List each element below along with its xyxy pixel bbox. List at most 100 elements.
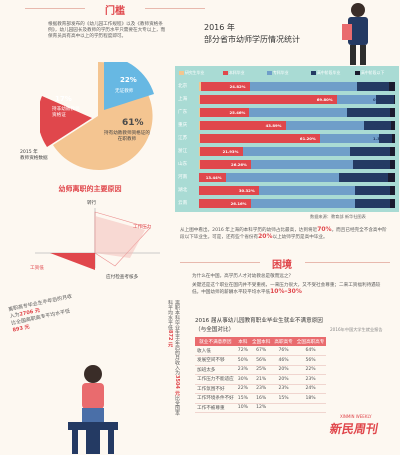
legend-swatch bbox=[179, 71, 184, 75]
bar-segment bbox=[199, 108, 250, 117]
bar-segment bbox=[319, 134, 379, 143]
table-header-cell: 全国本科 bbox=[249, 337, 273, 346]
legend-swatch bbox=[267, 71, 272, 75]
table-cell bbox=[272, 403, 295, 413]
pie-b-text: 无证教师 bbox=[115, 89, 134, 94]
table-cell: 20% bbox=[272, 374, 295, 385]
bar-segment bbox=[251, 160, 353, 169]
edu-chart-panel: 研究生毕业 本科毕业 专科毕业 高中阶段毕业 高中阶段以下 北京 24.82% 3.18% 上… bbox=[175, 66, 399, 212]
pie-slice-no-license bbox=[104, 62, 154, 110]
bar-segment bbox=[225, 173, 340, 182]
bar-segment bbox=[199, 121, 200, 130]
bar-segment bbox=[199, 160, 252, 169]
edu-summary: 从上图中看出，2016 年上海的本科学历的幼师占比最高，达到将近70%。而且已经… bbox=[180, 226, 387, 241]
pie-c-pct: 61% bbox=[122, 118, 144, 128]
bar-segment bbox=[199, 147, 243, 156]
bar-segment bbox=[346, 108, 390, 117]
table-cell: 56% bbox=[249, 355, 273, 366]
bar-segment bbox=[199, 134, 200, 143]
legend-swatch bbox=[355, 71, 360, 75]
bar-segment bbox=[390, 160, 395, 169]
bar-segment bbox=[354, 186, 391, 195]
table-cell: 23% bbox=[235, 365, 250, 375]
edu-chart-source: 数据来源：教育部 新华社图表 bbox=[310, 214, 366, 219]
edu-chart-title: 部分省市幼师学历情况统计 bbox=[204, 35, 300, 44]
bar-segment bbox=[388, 82, 395, 91]
bar-segment bbox=[199, 134, 320, 143]
bar-value-label: 3.36% bbox=[373, 175, 387, 180]
table-row: 收入低 72% 67% 76% 64% bbox=[195, 346, 327, 356]
table-row: 加班太多 23% 25% 20% 22% bbox=[195, 365, 327, 375]
table-cell: 16% bbox=[249, 393, 273, 404]
table-cell: 10% bbox=[235, 403, 250, 413]
bar-segment bbox=[389, 147, 395, 156]
table-header-cell: 高职高专 bbox=[272, 337, 295, 346]
bar-value-label: 13.44% bbox=[205, 175, 222, 180]
table-cell: 67% bbox=[249, 346, 273, 356]
table-header-cell: 就业不满意原因 bbox=[195, 337, 236, 346]
bar-segment bbox=[391, 121, 395, 130]
legend-label: 高中阶段以下 bbox=[361, 70, 385, 75]
legend-label: 高中阶段毕业 bbox=[317, 70, 341, 75]
survey-table-body: 收入低 72% 67% 76% 64% 发展空间不够 50% 56% 46% 56% 加班太多 23%… bbox=[195, 346, 327, 413]
legend-item: 研究生毕业 bbox=[179, 70, 204, 76]
threshold-intro: 根据教育部发布的《幼儿园工作规程》以及《教师资格条例》，幼儿园园长及教师的学历水… bbox=[48, 22, 166, 40]
bar-value-label: 25.46% bbox=[229, 110, 246, 115]
bar-segment bbox=[200, 82, 250, 91]
bar-segment bbox=[390, 186, 395, 195]
watermark-sub: XINMIN WEEKLY bbox=[340, 414, 372, 419]
pie-a-text: 持非幼教教师资格证 bbox=[52, 107, 80, 118]
table-row: 工作不被尊重 10% 12% bbox=[195, 403, 327, 413]
bar-segment bbox=[258, 186, 355, 195]
bar-value-label: 21.93% bbox=[222, 149, 239, 154]
table-row: 发展空间不够 50% 56% 46% 56% bbox=[195, 355, 327, 366]
table-cell: 20% bbox=[272, 365, 295, 375]
category-label: 重庆 bbox=[178, 123, 188, 128]
table-cell: 22% bbox=[235, 384, 250, 394]
category-label: 江苏 bbox=[178, 136, 188, 141]
legend-label: 研究生毕业 bbox=[185, 70, 205, 75]
dilemma-title: 困境 bbox=[272, 260, 292, 271]
bar-value-label: 2.74% bbox=[373, 110, 387, 115]
table-cell: 46% bbox=[272, 355, 295, 366]
category-label: 广东 bbox=[178, 110, 188, 115]
pie-b-pct: 22% bbox=[120, 76, 137, 84]
axis-inspection: 应付检查考核多 bbox=[106, 275, 139, 280]
table-cell: 收入低 bbox=[195, 346, 236, 356]
table-cell: 12% bbox=[249, 403, 273, 413]
table-cell: 24% bbox=[294, 384, 327, 394]
bar-segment bbox=[393, 95, 395, 104]
table-cell: 22% bbox=[294, 365, 327, 375]
pie-a-pct: 17% bbox=[55, 95, 72, 103]
bar-value-label: 1.30% bbox=[373, 136, 387, 141]
bar-value-label: 2.77% bbox=[373, 149, 387, 154]
radar-low-wage-area bbox=[50, 253, 95, 270]
bar-value-label: 61.20% bbox=[299, 136, 316, 141]
legend-label: 专科毕业 bbox=[273, 70, 289, 75]
title-rule-left bbox=[25, 8, 85, 9]
watermark-brand: 新民周刊 bbox=[328, 422, 380, 436]
category-label: 山东 bbox=[178, 162, 188, 167]
legend-swatch bbox=[311, 71, 316, 75]
category-label: 浙江 bbox=[178, 149, 188, 154]
bar-segment bbox=[336, 95, 376, 104]
table-row: 工作压力不能适应 30% 21% 20% 23% bbox=[195, 374, 327, 385]
legend-item: 专科毕业 bbox=[267, 70, 289, 76]
table-row: 工作氛围不好 22% 23% 23% 24% bbox=[195, 384, 327, 394]
bar-value-label: 30.32% bbox=[238, 188, 255, 193]
bar-segment bbox=[354, 199, 390, 208]
bar-value-label: 43.89% bbox=[265, 123, 282, 128]
survey-table: 就业不满意原因 本科 全国本科 高职高专 全国高职高专 收入低 72% 67% 76% 64% 发… bbox=[195, 337, 327, 413]
table-cell bbox=[294, 403, 327, 413]
threshold-title: 门槛 bbox=[105, 6, 125, 17]
bar-segment bbox=[352, 160, 391, 169]
axis-low-wage: 工资低 bbox=[30, 266, 44, 271]
wage-note-college: 离职高专毕业生半年后的月收入为2706 元 比全国高职高专平均水平低893 元 bbox=[7, 293, 73, 334]
table-cell: 发展空间不够 bbox=[195, 355, 236, 366]
bar-value-label: 26.26% bbox=[231, 162, 247, 167]
bar-segment bbox=[250, 199, 355, 208]
table-cell: 加班太多 bbox=[195, 365, 236, 375]
dilemma-rule-right bbox=[305, 262, 390, 263]
bar-segment bbox=[378, 134, 393, 143]
